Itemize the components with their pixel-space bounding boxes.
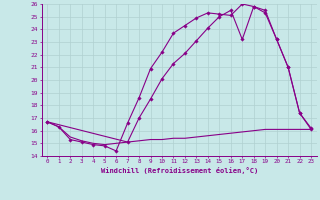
X-axis label: Windchill (Refroidissement éolien,°C): Windchill (Refroidissement éolien,°C) xyxy=(100,167,258,174)
